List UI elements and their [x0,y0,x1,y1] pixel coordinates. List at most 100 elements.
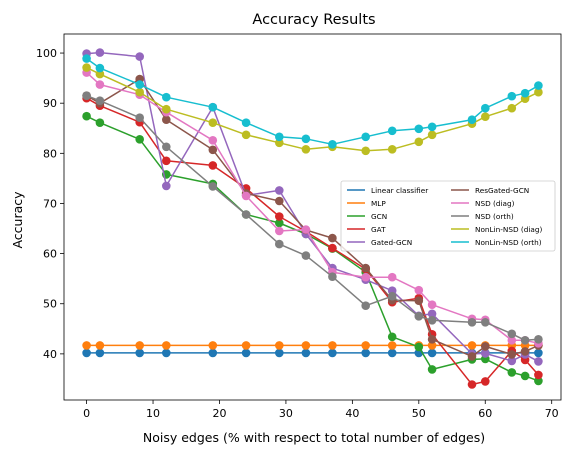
data-point [241,191,251,201]
y-tick-label: 50 [43,298,57,311]
legend-entry: NSD (orth) [451,212,514,221]
x-tick-label: 70 [545,407,559,420]
legend-entry: NonLin-NSD (orth) [451,238,542,247]
data-point [162,142,171,152]
series-line [86,57,539,146]
data-point [387,332,397,342]
data-point [507,356,517,366]
data-point [534,376,543,386]
data-point [361,348,371,358]
data-point [275,341,284,350]
data-point [467,341,477,350]
data-point [95,63,105,73]
data-point [82,348,91,358]
data-point [208,182,218,191]
data-point [241,341,251,350]
data-point [361,272,371,282]
data-point [507,91,517,101]
data-point [162,341,171,350]
data-point [328,272,337,282]
data-point [95,80,105,89]
data-point [135,113,144,122]
data-point [387,145,397,154]
data-point [208,145,218,155]
data-point [534,81,543,90]
data-point [414,342,424,352]
x-tick-label: 30 [279,407,293,420]
data-point [162,115,171,124]
data-point [427,316,437,325]
data-point [275,138,284,148]
data-point [427,341,437,350]
data-point [427,122,437,132]
data-point [162,156,171,166]
legend-entry: ResGated-GCN [451,186,529,195]
legend: Linear classifier MLP GCN GAT Gated-GCN ResGa… [340,180,556,252]
data-point [275,218,284,228]
data-point [467,318,477,327]
data-point [520,371,530,381]
data-point [208,136,218,145]
data-point [275,348,284,358]
data-point [414,285,424,295]
y-tick-label: 60 [43,248,57,261]
data-point [95,96,105,105]
data-point [241,118,251,127]
data-point [95,118,105,127]
data-point [414,137,424,147]
data-point [361,146,371,156]
series-line [86,51,539,363]
series-line [86,72,539,345]
y-tick-label: 90 [43,97,57,110]
data-point [414,296,424,306]
data-point [534,348,543,358]
data-point [427,335,437,344]
data-point [481,112,490,121]
data-point [387,126,397,136]
legend-label: NSD (diag) [475,199,515,208]
axes-frame [63,33,562,401]
data-point [275,212,284,221]
data-point [534,335,543,344]
data-point [520,347,530,356]
data-point [328,243,337,253]
data-point [427,365,437,374]
data-point [275,196,284,206]
data-point [275,186,284,195]
legend-entry: Gated-GCN [347,238,412,247]
x-tick-label: 60 [478,407,492,420]
data-point [82,111,91,121]
data-point [208,341,218,350]
legend-label: NSD (orth) [475,212,514,221]
data-point [427,300,437,310]
series-line [86,94,539,342]
series-1 [82,341,543,350]
legend-box [340,180,556,252]
data-point [301,134,311,144]
data-point [82,54,91,63]
legend-entry: NSD (diag) [451,199,515,208]
legend-label: Gated-GCN [371,238,412,247]
data-point [507,336,517,345]
data-point [301,251,311,260]
data-point [95,69,105,79]
data-point [361,132,371,142]
series-line [86,97,539,386]
data-point [414,312,424,321]
legend-label: Linear classifier [371,186,428,195]
series-8 [82,63,543,156]
data-point [275,226,284,236]
data-point [241,130,251,140]
data-point [135,87,144,97]
data-point [95,48,105,57]
data-point [361,301,371,311]
data-point [414,124,424,134]
series-line [86,66,539,152]
series-line [86,115,539,382]
legend-entry: NonLin-NSD (diag) [451,225,543,234]
data-point [208,348,218,358]
data-point [208,161,218,170]
data-point [208,118,218,127]
data-point [95,348,105,358]
